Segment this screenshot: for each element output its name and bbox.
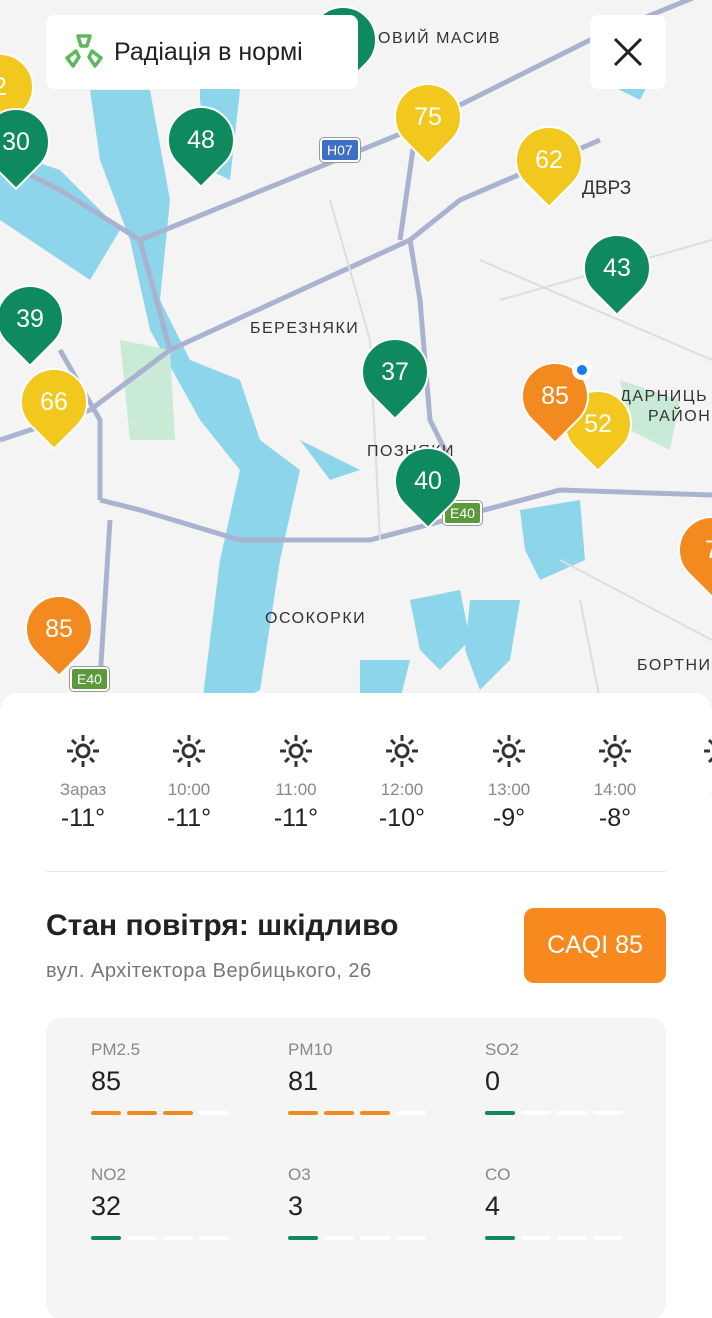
level-bar bbox=[91, 1111, 241, 1115]
pollutant-name: CO bbox=[485, 1165, 511, 1184]
level-segment bbox=[521, 1111, 551, 1115]
pollutants-card: PM2.5 85 PM10 81 SO2 0 NO2 32 O3 3 CO 4 bbox=[46, 1018, 666, 1318]
level-segment bbox=[360, 1111, 390, 1115]
level-bar bbox=[288, 1111, 438, 1115]
level-segment bbox=[199, 1236, 229, 1240]
level-segment bbox=[557, 1236, 587, 1240]
forecast-hour: Зараз -11° bbox=[33, 733, 133, 833]
level-segment bbox=[593, 1111, 623, 1115]
forecast-temp: -11° bbox=[166, 804, 212, 832]
forecast-time: 10:00 bbox=[167, 780, 211, 799]
forecast-time: 14:00 bbox=[593, 780, 637, 799]
station-address: вул. Архітектора Вербицького, 26 bbox=[46, 960, 372, 982]
forecast-hour: 12:00 -10° bbox=[352, 733, 452, 833]
level-segment bbox=[91, 1111, 121, 1115]
close-icon bbox=[613, 37, 643, 67]
pollutant-pm10: PM10 81 bbox=[288, 1040, 438, 1115]
pollutant-value: 3 bbox=[288, 1191, 304, 1221]
road-shield: E40 bbox=[70, 667, 109, 691]
air-status-title: Стан повітря: шкідливо bbox=[46, 909, 399, 942]
forecast-time: Зараз bbox=[59, 780, 107, 799]
pollutant-value: 32 bbox=[91, 1191, 122, 1221]
map[interactable]: ОВИЙ МАСИВ ДВРЗ БЕРЕЗНЯКИ ПОЗНЯКИ ДАРНИЦ… bbox=[0, 0, 712, 720]
map-label: ДВРЗ bbox=[582, 178, 632, 199]
pollutant-name: PM2.5 bbox=[91, 1040, 141, 1059]
forecast-hour: 15 - bbox=[670, 733, 712, 833]
pollutant-so2: SO2 0 bbox=[485, 1040, 635, 1115]
level-segment bbox=[593, 1236, 623, 1240]
forecast-temp: -9° bbox=[492, 804, 526, 832]
radiation-status-banner[interactable]: Радіація в нормі bbox=[46, 15, 358, 89]
level-bar bbox=[288, 1236, 438, 1240]
level-segment bbox=[127, 1236, 157, 1240]
pollutant-name: PM10 bbox=[288, 1040, 333, 1059]
current-location-marker bbox=[572, 360, 592, 380]
pollutant-value: 85 bbox=[91, 1066, 122, 1096]
sun-icon bbox=[139, 733, 239, 774]
level-segment bbox=[324, 1236, 354, 1240]
level-bar bbox=[485, 1111, 635, 1115]
level-segment bbox=[485, 1111, 515, 1115]
pollutant-name: NO2 bbox=[91, 1165, 126, 1184]
sun-icon bbox=[246, 733, 346, 774]
caqi-badge[interactable]: CAQI 85 bbox=[524, 908, 666, 983]
forecast-time: 13:00 bbox=[487, 780, 531, 799]
level-segment bbox=[485, 1236, 515, 1240]
level-segment bbox=[557, 1111, 587, 1115]
sun-icon bbox=[670, 733, 712, 774]
level-segment bbox=[288, 1236, 318, 1240]
map-label: БЕРЕЗНЯКИ bbox=[250, 320, 360, 337]
forecast-temp: -11° bbox=[273, 804, 319, 832]
map-label: ДАРНИЦЬ bbox=[620, 388, 709, 405]
forecast-time: 12:00 bbox=[380, 780, 424, 799]
level-segment bbox=[360, 1236, 390, 1240]
sun-icon bbox=[352, 733, 452, 774]
map-label: ОВИЙ МАСИВ bbox=[378, 30, 501, 47]
forecast-hour: 10:00 -11° bbox=[139, 733, 239, 833]
level-segment bbox=[521, 1236, 551, 1240]
pollutant-value: 0 bbox=[485, 1066, 501, 1096]
pollutant-no2: NO2 32 bbox=[91, 1165, 241, 1240]
sun-icon bbox=[459, 733, 559, 774]
forecast-hour: 13:00 -9° bbox=[459, 733, 559, 833]
level-segment bbox=[127, 1111, 157, 1115]
forecast-hour: 11:00 -11° bbox=[246, 733, 346, 833]
level-segment bbox=[324, 1111, 354, 1115]
forecast-temp: - bbox=[670, 804, 712, 833]
level-segment bbox=[91, 1236, 121, 1240]
forecast-time: 15 bbox=[670, 780, 712, 800]
sun-icon bbox=[33, 733, 133, 774]
radiation-icon bbox=[65, 34, 103, 68]
level-segment bbox=[396, 1236, 426, 1240]
forecast-temp: -10° bbox=[378, 804, 426, 832]
level-segment bbox=[163, 1236, 193, 1240]
forecast-time: 11:00 bbox=[275, 780, 317, 799]
pollutant-pm25: PM2.5 85 bbox=[91, 1040, 241, 1115]
level-segment bbox=[396, 1111, 426, 1115]
pollutant-name: O3 bbox=[288, 1165, 311, 1184]
level-bar bbox=[485, 1236, 635, 1240]
level-segment bbox=[163, 1111, 193, 1115]
level-bar bbox=[91, 1236, 241, 1240]
pollutant-co: CO 4 bbox=[485, 1165, 635, 1240]
level-segment bbox=[199, 1111, 229, 1115]
forecast-temp: -11° bbox=[60, 804, 106, 832]
road-shield: Н07 bbox=[320, 138, 360, 162]
road-shield: E40 bbox=[443, 501, 482, 525]
map-label: ОСОКОРКИ bbox=[265, 610, 367, 627]
forecast-temp: -8° bbox=[598, 804, 632, 832]
pollutant-value: 81 bbox=[288, 1066, 319, 1096]
map-label: БОРТНИ bbox=[637, 657, 712, 674]
close-button[interactable] bbox=[590, 15, 666, 89]
radiation-status-text: Радіація в нормі bbox=[114, 37, 303, 66]
sun-icon bbox=[565, 733, 665, 774]
level-segment bbox=[288, 1111, 318, 1115]
forecast-hour: 14:00 -8° bbox=[565, 733, 665, 833]
air-quality-sheet: Зараз -11° 10:00 -11° 11:00 -11° 12:00 -10° 13:0… bbox=[0, 693, 712, 1318]
pollutant-o3: O3 3 bbox=[288, 1165, 438, 1240]
pollutant-name: SO2 bbox=[485, 1040, 520, 1059]
divider bbox=[46, 871, 666, 872]
map-label: РАЙОН bbox=[648, 408, 712, 425]
pollutant-value: 4 bbox=[485, 1191, 501, 1221]
